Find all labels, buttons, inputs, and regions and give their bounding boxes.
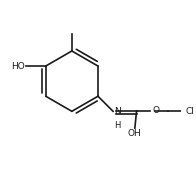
Text: OH: OH: [128, 129, 142, 138]
Text: N: N: [114, 107, 121, 116]
Text: H: H: [114, 120, 120, 129]
Text: O: O: [152, 106, 160, 115]
Text: HO: HO: [11, 62, 25, 71]
Text: Cl: Cl: [186, 107, 195, 116]
